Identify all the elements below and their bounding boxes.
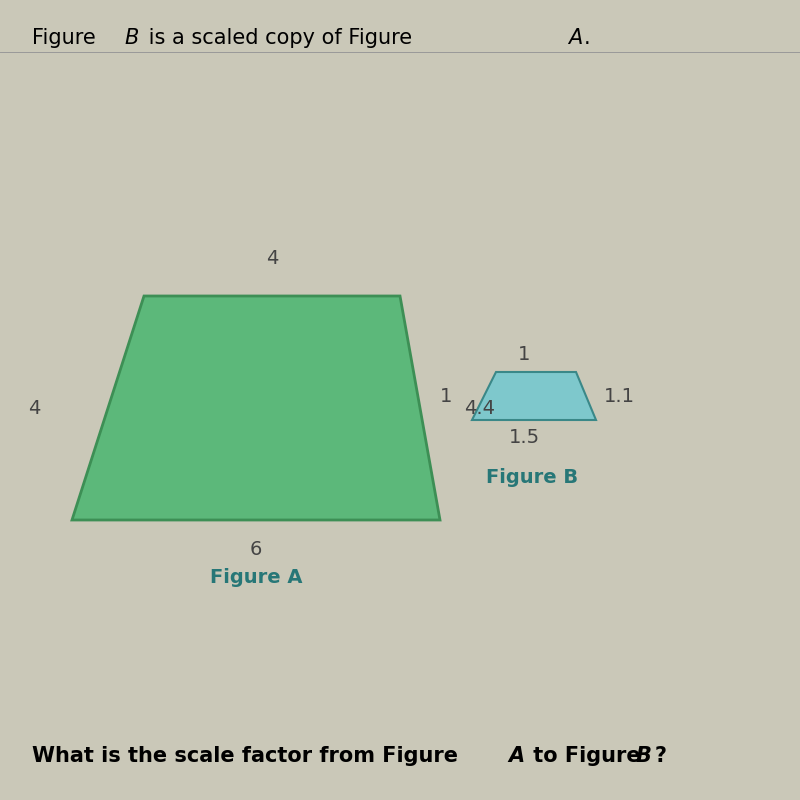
Text: 1.1: 1.1 xyxy=(604,386,635,406)
Text: B: B xyxy=(636,746,652,766)
Text: Figure A: Figure A xyxy=(210,568,302,587)
Text: 1.5: 1.5 xyxy=(509,428,539,447)
Text: 4: 4 xyxy=(28,398,40,418)
Text: 1: 1 xyxy=(440,386,452,406)
Text: A: A xyxy=(568,28,582,48)
Text: 1: 1 xyxy=(518,345,530,364)
Polygon shape xyxy=(472,372,596,420)
Text: to Figure: to Figure xyxy=(526,746,648,766)
Text: 4: 4 xyxy=(266,249,278,268)
Text: Figure B: Figure B xyxy=(486,468,578,487)
Text: 4.4: 4.4 xyxy=(464,398,495,418)
Text: A: A xyxy=(508,746,524,766)
Text: is a scaled copy of Figure: is a scaled copy of Figure xyxy=(142,28,419,48)
Text: Figure: Figure xyxy=(32,28,102,48)
Text: B: B xyxy=(124,28,138,48)
Polygon shape xyxy=(72,296,440,520)
Text: What is the scale factor from Figure: What is the scale factor from Figure xyxy=(32,746,466,766)
Text: 6: 6 xyxy=(250,540,262,559)
Text: ?: ? xyxy=(654,746,666,766)
Text: .: . xyxy=(584,28,590,48)
